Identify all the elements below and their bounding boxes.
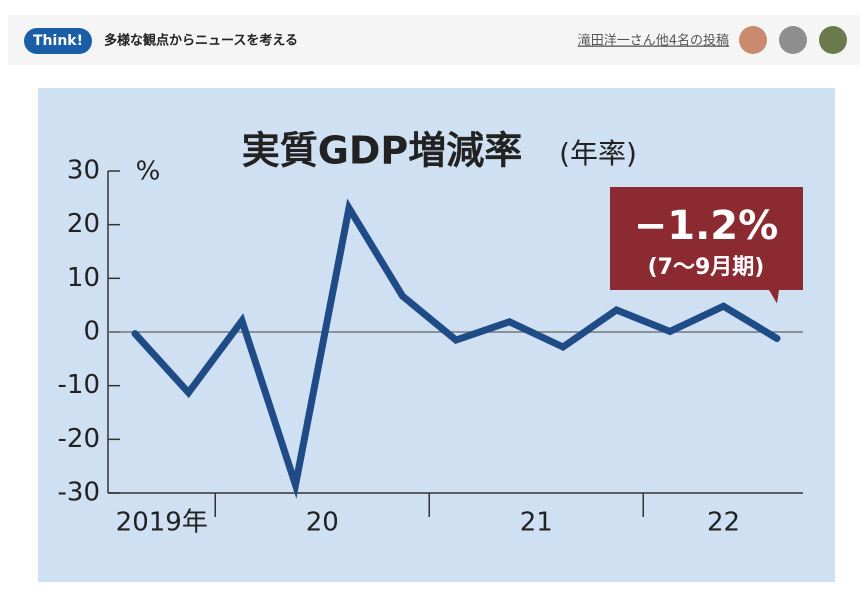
avatar[interactable] [739, 26, 767, 54]
y-tick-label: 0 [83, 317, 100, 347]
avatar[interactable] [779, 26, 807, 54]
callout-box [610, 187, 803, 304]
chart-background [38, 88, 835, 582]
y-tick-label: 10 [67, 263, 100, 293]
x-tick-label: 2019年 [116, 508, 208, 538]
y-tick-label: 30 [67, 156, 100, 186]
data-line [131, 198, 781, 499]
annotation: (7〜9月期) [648, 255, 765, 280]
y-tick-label: -10 [58, 370, 100, 400]
y-unit: % [136, 157, 161, 187]
y-tick-label: 20 [67, 209, 100, 239]
header-bar [8, 15, 860, 65]
tagline: 多様な観点からニュースを考える [104, 33, 298, 49]
badge-text[interactable]: Think! [33, 33, 83, 49]
x-tick-label: 22 [707, 508, 740, 538]
chart-title: 実質GDP増減率 [242, 129, 523, 173]
chart-subtitle: (年率) [559, 137, 637, 170]
y-tick-label: -30 [58, 478, 100, 508]
chart: 実質GDP増減率 (年率) % 30 20 10 0 -10 -20 -30 2019年 20 2… [38, 88, 835, 582]
badge[interactable] [24, 28, 92, 54]
posts-link[interactable]: 滝田洋一さん他4名の投稿 [578, 33, 729, 49]
avatar[interactable] [819, 26, 847, 54]
y-tick-label: -20 [58, 424, 100, 454]
x-tick-label: 21 [520, 508, 553, 538]
x-tick-label: 20 [306, 508, 339, 538]
data-label: −1.2% [634, 203, 778, 249]
